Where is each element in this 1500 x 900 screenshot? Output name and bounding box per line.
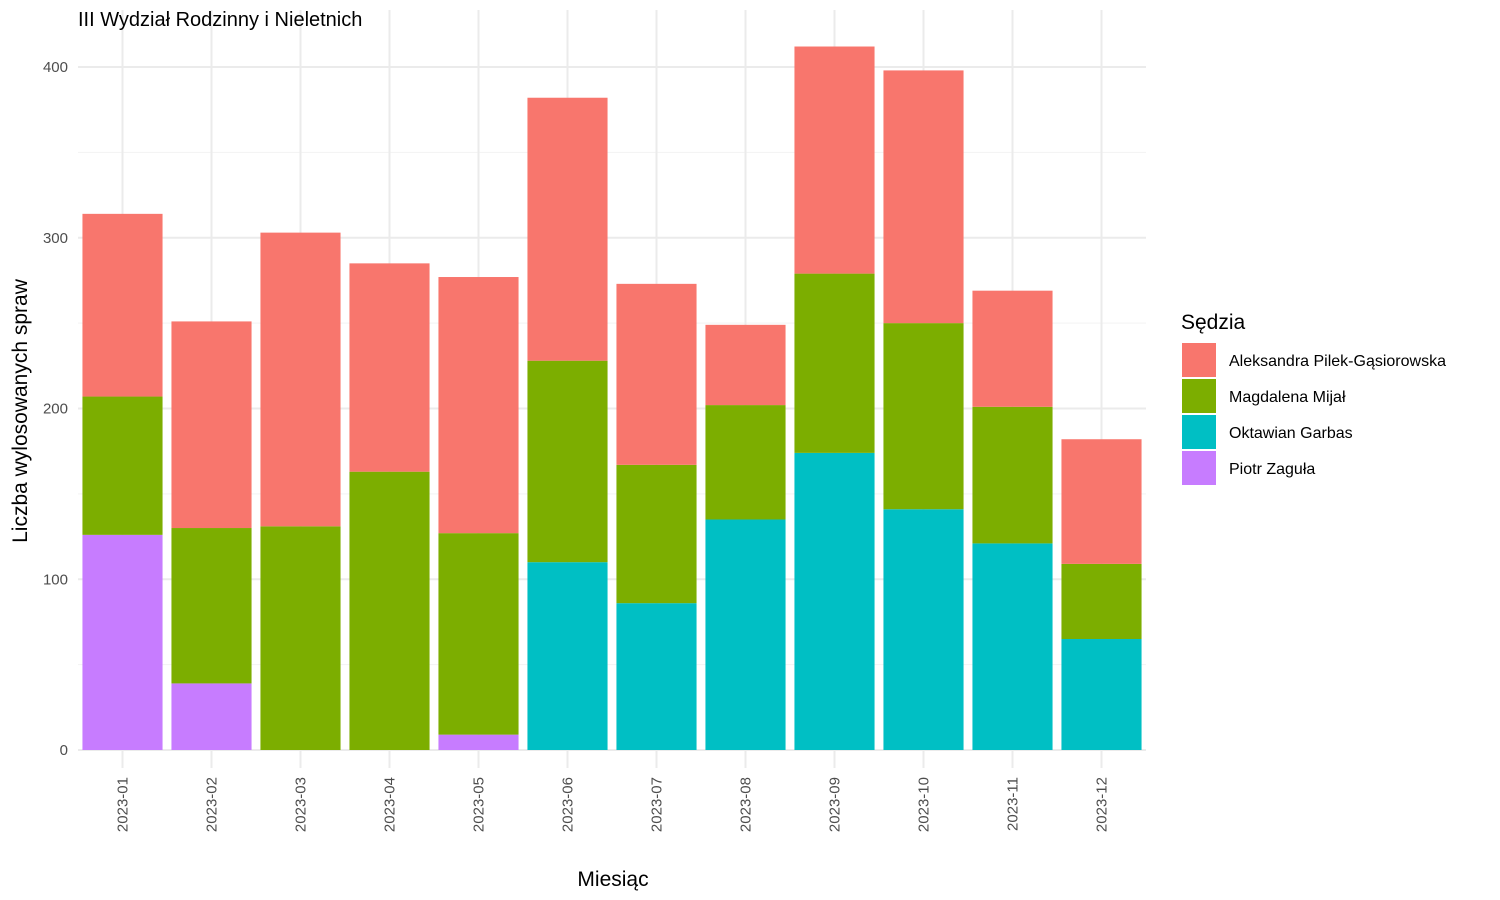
bar-segment — [82, 213, 163, 397]
x-tick-label: 2023-03 — [293, 777, 310, 832]
legend-swatch — [1182, 415, 1216, 449]
legend-label: Piotr Zaguła — [1229, 461, 1315, 478]
bar-segment — [883, 509, 964, 750]
legend-label: Aleksandra Pilek-Gąsiorowska — [1229, 353, 1446, 370]
bar-segment — [705, 519, 786, 750]
bar-segment — [260, 526, 341, 750]
y-axis-title: Liczba wylosowanych spraw — [9, 278, 32, 543]
legend-title: Sędzia — [1181, 311, 1246, 334]
x-tick-label: 2023-02 — [204, 777, 221, 832]
legend-swatch — [1182, 451, 1216, 485]
bar-segment — [883, 323, 964, 510]
bar-segment — [527, 562, 608, 750]
bar-segment — [260, 232, 341, 527]
bar-segment — [794, 46, 875, 274]
bar-segment — [972, 543, 1053, 750]
bar-segment — [1061, 563, 1142, 640]
y-tick-label: 100 — [43, 571, 68, 588]
bar-segment — [794, 452, 875, 750]
y-axis-ticks: 0 100 200 300 400 — [43, 59, 68, 759]
bar-segment — [1061, 439, 1142, 564]
y-tick-label: 400 — [43, 59, 68, 76]
x-axis-title: Miesiąc — [577, 868, 648, 891]
bar-segment — [171, 683, 252, 750]
legend-label: Magdalena Mijał — [1229, 389, 1346, 406]
legend: Sędzia Aleksandra Pilek-Gąsiorowska Magda… — [1181, 311, 1446, 485]
bar-segment — [1061, 639, 1142, 750]
y-tick-label: 0 — [60, 742, 68, 759]
bar-segment — [883, 70, 964, 324]
bar-segment — [616, 283, 697, 465]
bar-segment — [349, 471, 430, 750]
x-tick-label: 2023-12 — [1094, 777, 1111, 832]
y-tick-label: 300 — [43, 230, 68, 247]
bar-segment — [438, 734, 519, 750]
x-tick-label: 2023-06 — [560, 777, 577, 832]
bar-segment — [616, 603, 697, 750]
x-tick-label: 2023-11 — [1005, 777, 1022, 831]
bar-segment — [705, 324, 786, 406]
bar-segment — [438, 533, 519, 735]
bar-segment — [616, 464, 697, 604]
x-tick-label: 2023-08 — [738, 777, 755, 832]
chart-title: III Wydział Rodzinny i Nieletnich — [78, 9, 362, 31]
legend-items: Aleksandra Pilek-Gąsiorowska Magdalena Mi… — [1182, 343, 1446, 485]
bar-segment — [972, 406, 1053, 544]
x-tick-label: 2023-04 — [382, 777, 399, 832]
bar-segment — [171, 321, 252, 529]
x-tick-label: 2023-07 — [649, 777, 666, 832]
bar-segment — [972, 290, 1053, 407]
bar-segment — [794, 273, 875, 453]
y-tick-label: 200 — [43, 401, 68, 418]
legend-swatch — [1182, 379, 1216, 413]
x-tick-label: 2023-09 — [827, 777, 844, 832]
x-tick-label: 2023-10 — [916, 777, 933, 832]
x-tick-label: 2023-01 — [115, 777, 132, 832]
bar-segment — [82, 534, 163, 750]
bar-segment — [527, 360, 608, 563]
bar-segment — [438, 277, 519, 534]
bar-segment — [705, 405, 786, 520]
bar-segment — [82, 396, 163, 535]
legend-swatch — [1182, 343, 1216, 377]
x-tick-label: 2023-05 — [471, 777, 488, 832]
x-axis-ticks: 2023-01 2023-02 2023-03 2023-04 2023-05 2023-… — [115, 777, 1111, 832]
legend-label: Oktawian Garbas — [1229, 425, 1353, 442]
bar-segment — [527, 97, 608, 361]
bars — [82, 46, 1142, 750]
bar-segment — [349, 263, 430, 472]
bar-segment — [171, 528, 252, 684]
